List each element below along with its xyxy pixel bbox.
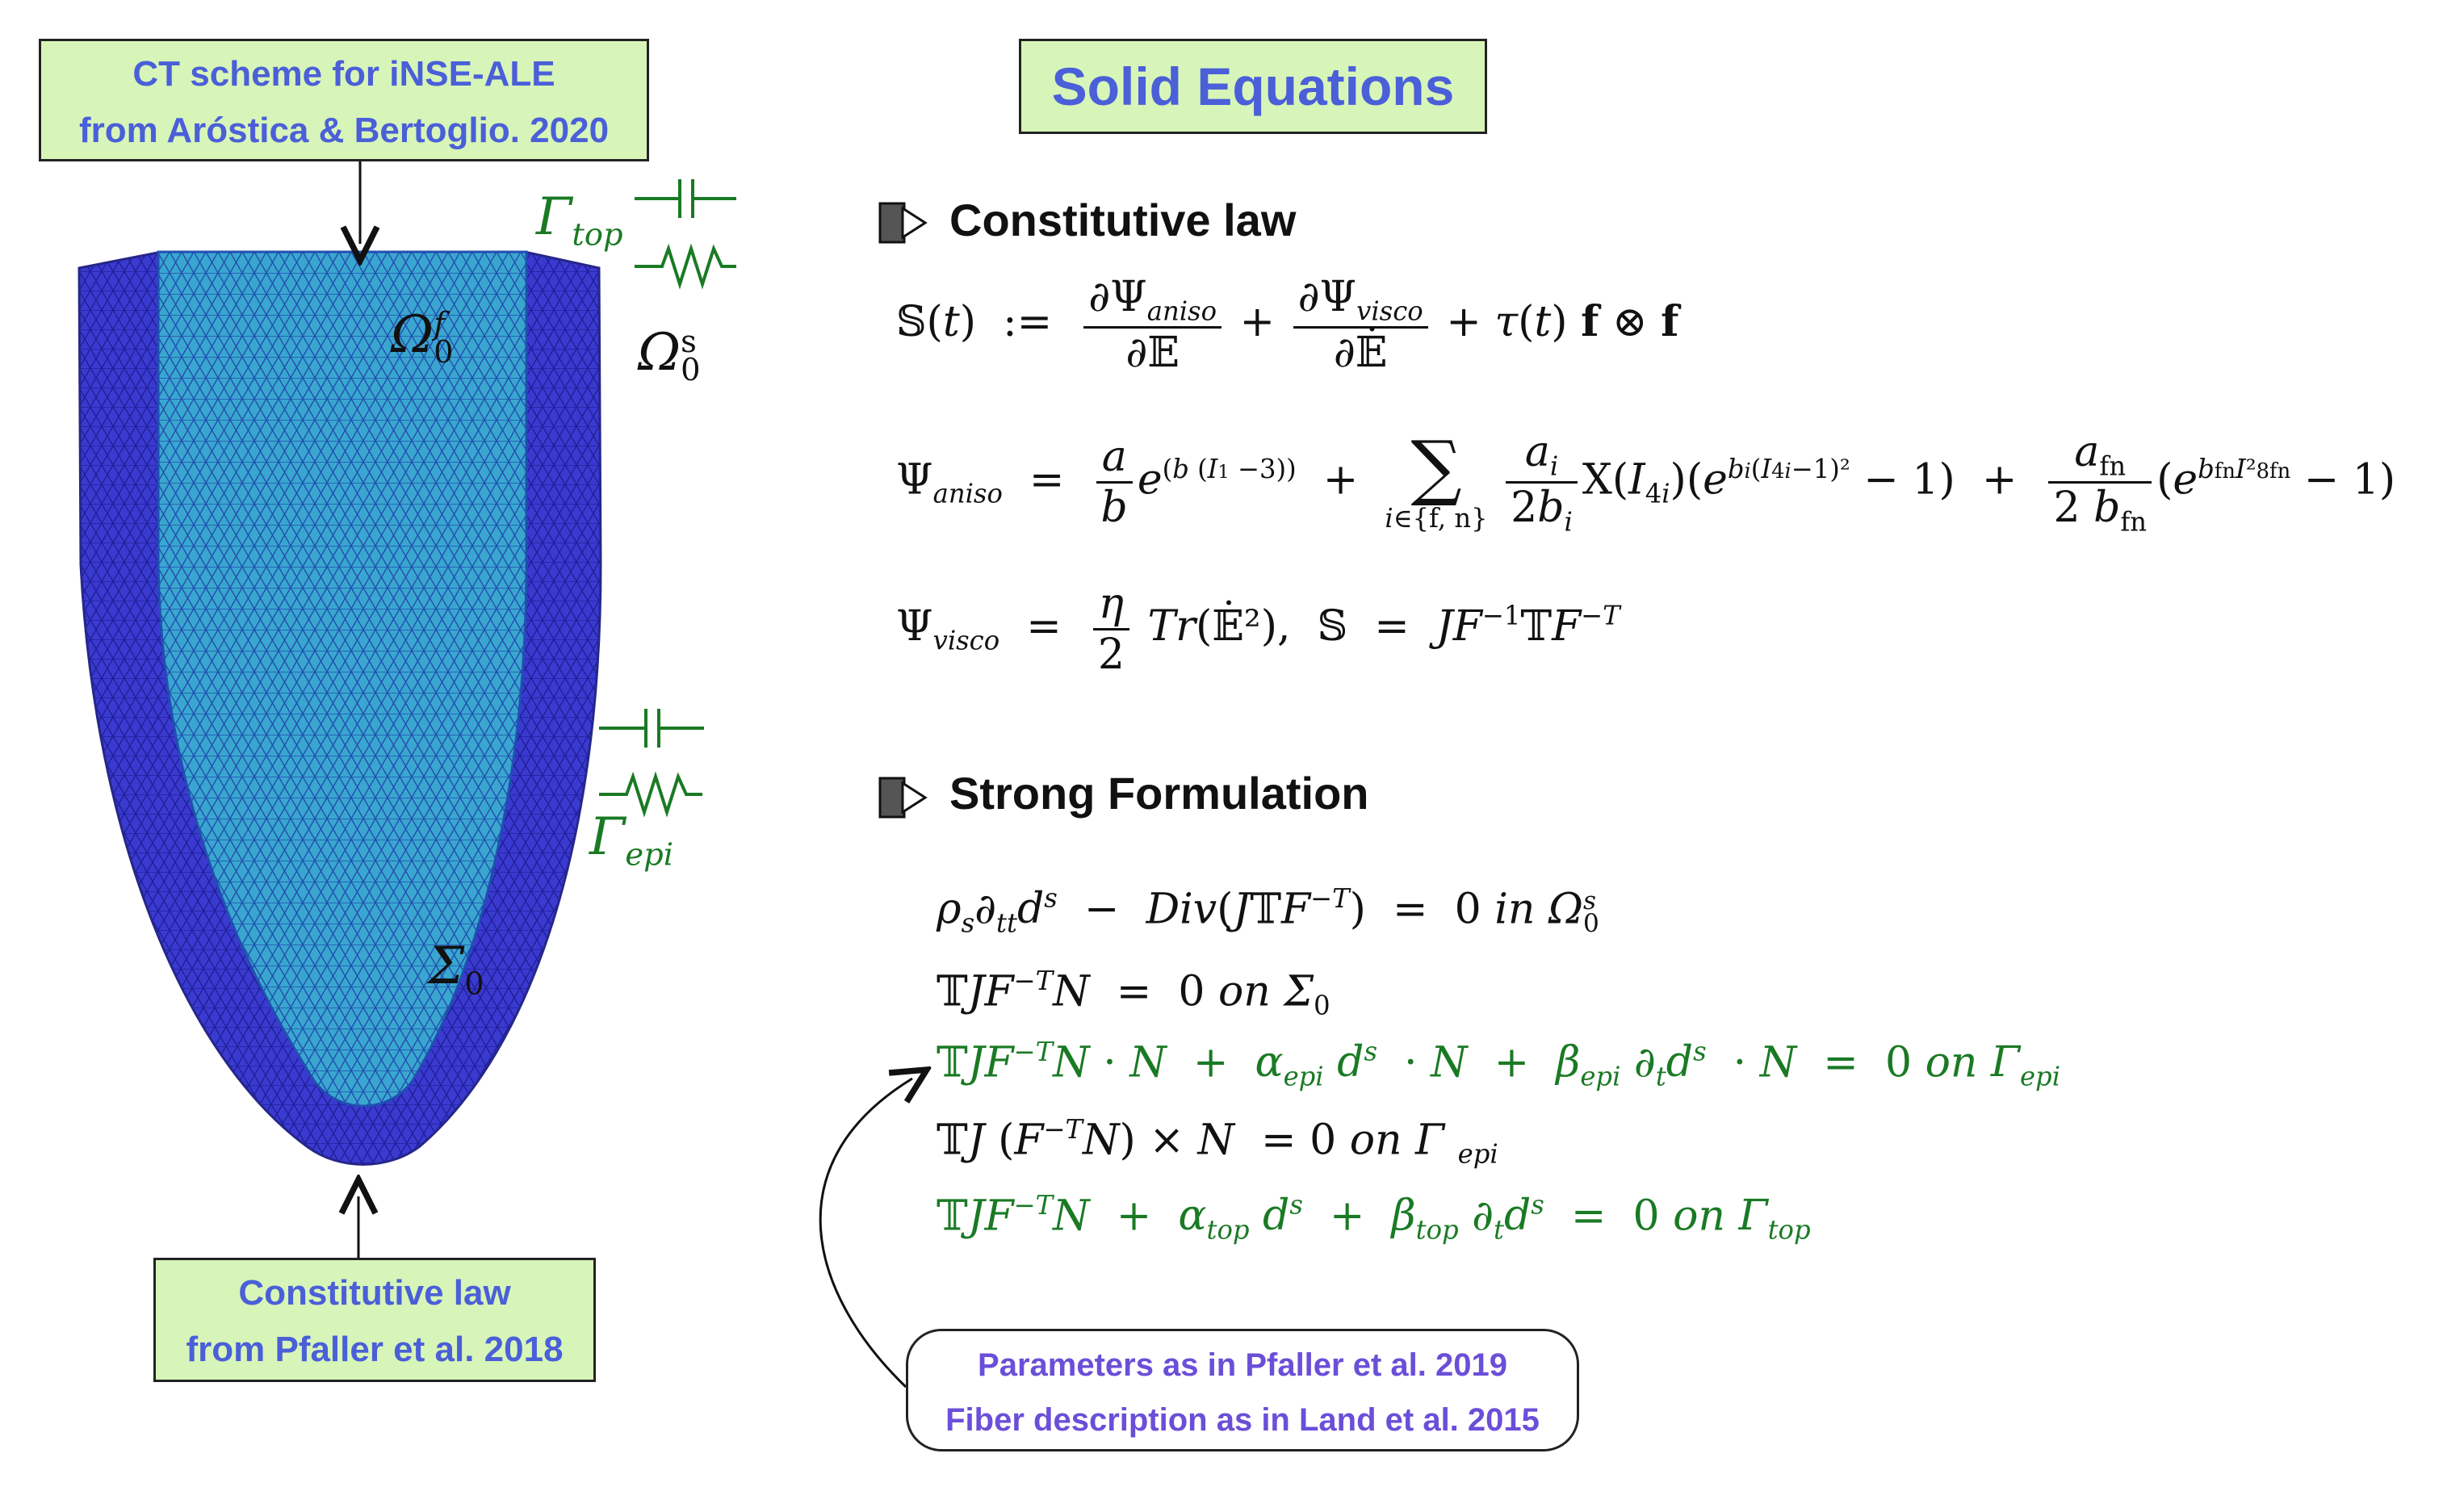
constitutive-law-line2: from Pfaller et al. 2018 — [186, 1330, 564, 1369]
eq-psi-aniso: Ψaniso = a b e(b (I1 −3)) + ∑ i∈{f, n} ai 2b… — [896, 425, 2396, 538]
notes-box: Parameters as in Pfaller et al. 2019 Fib… — [906, 1329, 1579, 1451]
section-strong-formulation: Strong Formulation — [949, 768, 1369, 819]
sigma0-label: Σ0 — [428, 936, 484, 1003]
ct-scheme-line2: from Aróstica & Bertoglio. 2020 — [78, 111, 610, 150]
notes-line2: Fiber description as in Land et al. 2015 — [945, 1402, 1540, 1438]
section-constitutive-law: Constitutive law — [949, 195, 1297, 245]
arrow-right-box-icon — [878, 202, 928, 244]
capacitor-icon-epi — [599, 709, 704, 748]
arrow-right-box-icon-2 — [878, 777, 928, 819]
ct-scheme-line1: CT scheme for iNSE-ALE — [132, 54, 555, 94]
gamma-epi-label: Γepi — [589, 807, 673, 873]
eq-robin-top: 𝕋JF−TN + αtop ds + βtop ∂tds = 0 on Γtop — [937, 1190, 1811, 1246]
resistor-icon-epi — [599, 771, 702, 818]
eq-stress: 𝕊(t) := ∂Ψaniso ∂𝔼 + ∂Ψvisco ∂𝔼̇ + τ(t) f … — [896, 273, 1679, 378]
constitutive-law-line1: Constitutive law — [238, 1273, 511, 1313]
resistor-icon — [635, 243, 736, 290]
curved-arrow — [819, 1079, 912, 1389]
page-title-text: Solid Equations — [1051, 57, 1455, 116]
eq-robin-epi-normal: 𝕋JF−TN · N + αepi ds · N + βepi ∂tds · N… — [937, 1037, 2061, 1092]
eq-sigma-interface: 𝕋JF−TN = 0 on Σ0 — [937, 966, 1330, 1021]
gamma-top-label: Γtop — [536, 187, 623, 253]
page-title: Solid Equations — [1019, 39, 1487, 134]
capacitor-icon — [635, 179, 736, 218]
eq-tangential-epi: 𝕋J (F−TN) × N = 0 on Γ epi — [937, 1114, 1498, 1170]
inner-cavity — [157, 250, 528, 1108]
ct-scheme-box: CT scheme for iNSE-ALE from Aróstica & B… — [39, 39, 649, 161]
constitutive-law-box: Constitutive law from Pfaller et al. 201… — [153, 1258, 596, 1382]
notes-line1: Parameters as in Pfaller et al. 2019 — [978, 1347, 1507, 1383]
